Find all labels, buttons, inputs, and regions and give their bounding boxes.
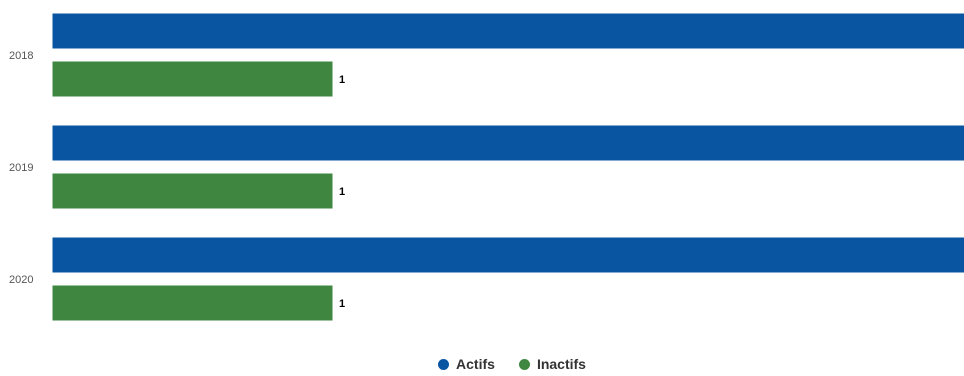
legend-item-inactifs[interactable]: Inactifs: [518, 356, 586, 372]
legend-item-actifs[interactable]: Actifs: [438, 356, 495, 372]
bar-actifs-2020[interactable]: [51, 236, 964, 274]
category-label-2019: 2019: [9, 162, 33, 174]
chart-legend: Actifs Inactifs: [0, 352, 964, 376]
bar-actifs-2018[interactable]: [51, 12, 964, 50]
bar-inactifs-2018[interactable]: [51, 60, 334, 98]
legend-label-actifs: Actifs: [456, 356, 495, 372]
legend-label-inactifs: Inactifs: [536, 356, 586, 372]
bar-inactifs-2020[interactable]: [51, 284, 334, 322]
bar-inactifs-2019[interactable]: [51, 172, 334, 210]
value-label-inactifs-2020: 1: [339, 298, 345, 310]
value-label-inactifs-2018: 1: [339, 74, 345, 86]
bar-actifs-2019[interactable]: [51, 124, 964, 162]
legend-marker-actifs: [438, 358, 450, 370]
value-label-inactifs-2019: 1: [339, 186, 345, 198]
category-label-2018: 2018: [9, 50, 33, 62]
legend-marker-inactifs: [518, 358, 530, 370]
category-label-2020: 2020: [9, 274, 33, 286]
